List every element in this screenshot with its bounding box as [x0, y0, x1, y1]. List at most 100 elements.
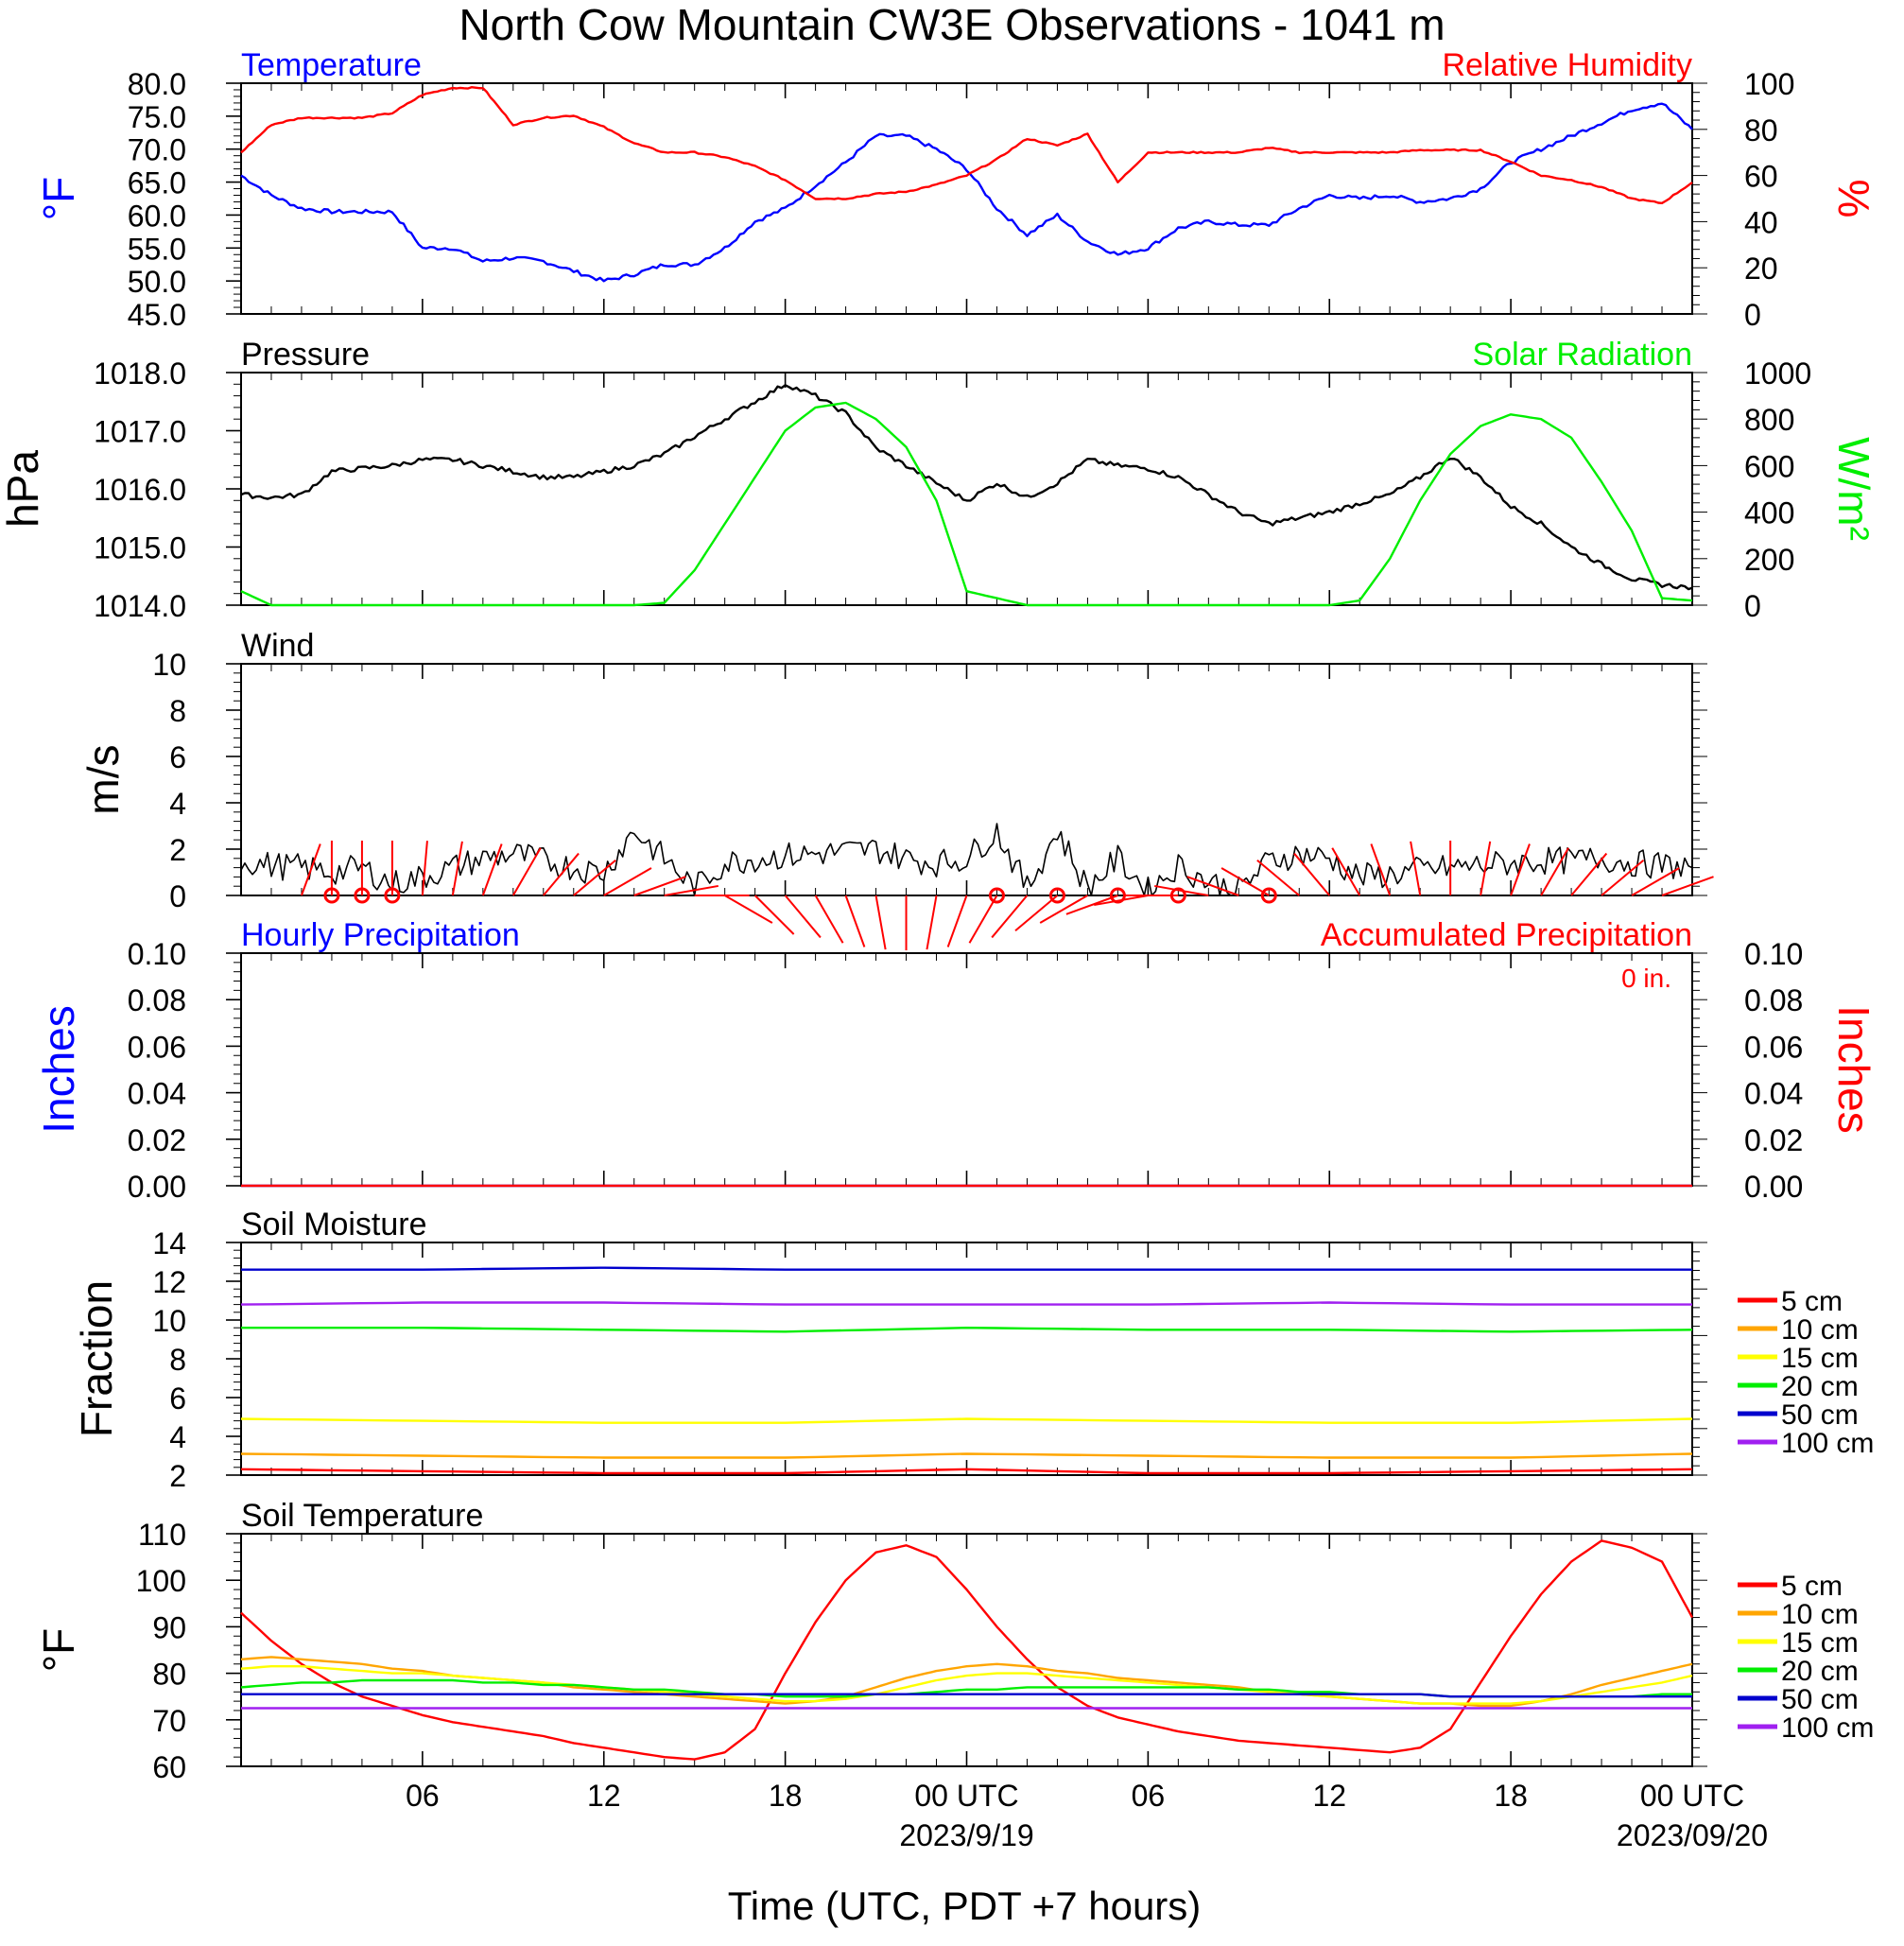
y-tick-label-right: 0	[1744, 298, 1761, 332]
panel-title-right: Relative Humidity	[1442, 47, 1692, 83]
wind-barb	[1601, 859, 1645, 896]
wind-barb	[991, 895, 1029, 939]
legend-label: 15 cm	[1781, 1343, 1859, 1374]
wind-barb	[1014, 895, 1059, 932]
legend-label: 50 cm	[1781, 1684, 1859, 1715]
y-tick-label-left: 1014.0	[94, 589, 186, 623]
series-line-50-cm	[241, 1266, 1692, 1271]
y-tick-label-left: 6	[169, 1381, 186, 1416]
wind-barb	[603, 867, 652, 896]
y-tick-label-right: 0.10	[1744, 937, 1803, 971]
y-tick-label-left: 4	[169, 1420, 186, 1454]
x-tick-label: 00 UTC	[914, 1779, 1018, 1813]
y-tick-label-left: 10	[152, 648, 186, 682]
y-axis-title-left: °F	[34, 177, 83, 221]
x-tick-label: 18	[769, 1779, 803, 1813]
panel-wind: 0 2 4 6 8 10 Wind m/s	[78, 628, 1714, 950]
series-line-5-cm	[240, 1539, 1694, 1761]
y-tick-label-left: 80	[152, 1658, 186, 1692]
series-line-10-cm	[240, 1452, 1693, 1459]
wind-barb	[1480, 841, 1492, 896]
wind-barb	[1661, 876, 1714, 896]
y-tick-label-left: 60.0	[128, 199, 186, 233]
y-tick-label-right: 600	[1744, 449, 1794, 483]
wind-barb	[1410, 841, 1422, 896]
wind-barb	[1570, 852, 1608, 896]
wind-barb	[926, 895, 938, 950]
wind-barb	[543, 852, 580, 896]
y-axis-title-left: hPa	[0, 450, 47, 528]
y-tick-label-left: 110	[138, 1518, 186, 1552]
y-tick-label-left: 8	[169, 1343, 186, 1377]
panel-title-right: Solar Radiation	[1473, 337, 1692, 373]
y-tick-label-right: 0.06	[1744, 1030, 1803, 1064]
panel-title-left: Temperature	[241, 47, 422, 83]
calm-wind-marker	[1260, 887, 1277, 904]
legend-label: 100 cm	[1781, 1712, 1874, 1744]
x-tick-label: 12	[587, 1779, 621, 1813]
y-tick-label-left: 70.0	[128, 133, 186, 167]
wind-barb	[451, 841, 463, 896]
wind-barb	[633, 876, 686, 896]
wind-barb	[946, 895, 968, 947]
wind-barb	[844, 895, 866, 947]
series-line-5-cm	[240, 1468, 1693, 1475]
y-tick-label-right: 800	[1744, 403, 1794, 437]
wind-barb	[1331, 847, 1361, 896]
y-tick-label-left: 100	[136, 1564, 186, 1598]
y-tick-label-right: 20	[1744, 252, 1778, 286]
y-tick-label-right: 0.04	[1744, 1077, 1803, 1111]
wind-barb	[1220, 867, 1270, 896]
wind-barb	[784, 895, 822, 939]
y-tick-label-left: 0.06	[128, 1030, 186, 1064]
y-tick-label-left: 80.0	[128, 67, 186, 101]
y-axis-title-right: W/m²	[1829, 437, 1878, 541]
panel-pressure_solar: 1014.0 1015.0 1016.0 1017.0 1018.0 0 200 400 600…	[0, 337, 1878, 623]
legend-label: 5 cm	[1781, 1286, 1843, 1317]
wind-barb	[1186, 876, 1239, 896]
wind-barb	[1256, 859, 1300, 896]
chart-title: North Cow Mountain CW3E Observations - 1…	[459, 0, 1445, 49]
panel-title-left: Soil Temperature	[241, 1498, 483, 1534]
series-line-relative-humidity	[240, 86, 1693, 204]
legend-label: 20 cm	[1781, 1656, 1859, 1687]
y-axis-title-left: m/s	[78, 744, 128, 814]
y-tick-label-left: 1016.0	[94, 473, 186, 507]
wind-barb	[753, 895, 795, 935]
wind-barb	[664, 884, 719, 896]
wind-barb	[481, 843, 503, 896]
y-tick-label-right: 80	[1744, 113, 1778, 148]
y-tick-label-left: 90	[152, 1610, 186, 1644]
wind-barb	[1065, 895, 1118, 915]
y-tick-label-right: 0.00	[1744, 1170, 1803, 1204]
calm-wind-marker	[354, 887, 371, 904]
legend-label: 50 cm	[1781, 1399, 1859, 1431]
panel-frame	[240, 952, 1693, 1187]
series-line-100-cm	[240, 1301, 1692, 1306]
calm-wind-marker	[988, 887, 1005, 904]
calm-wind-marker	[1169, 887, 1186, 904]
wind-barb	[1540, 847, 1569, 896]
y-axis-title-left: °F	[34, 1628, 83, 1673]
panel-temp_rh: 45.050.055.060.065.070.075.080.0 0 20 40 60 8…	[34, 47, 1878, 332]
x-axis-labels: 06 12 18 00 UTC 06 12 18 00 UTC 2023/9/19 2023/09…	[406, 1779, 1768, 1852]
y-tick-label-right: 0.08	[1744, 983, 1803, 1017]
y-tick-label-left: 60	[152, 1750, 186, 1784]
y-tick-label-left: 14	[152, 1226, 186, 1260]
panels-group: 45.050.055.060.065.070.075.080.002040608…	[0, 47, 1878, 1784]
series-line-20-cm	[241, 1327, 1693, 1333]
legend-label: 15 cm	[1781, 1627, 1859, 1659]
y-tick-label-left: 45.0	[128, 298, 186, 332]
series-line-temperature	[240, 102, 1693, 283]
y-tick-label-left: 2	[169, 833, 186, 867]
x-tick-label: 06	[406, 1779, 440, 1813]
y-tick-label-right: 400	[1744, 496, 1794, 530]
panel-title-left: Hourly Precipitation	[241, 917, 520, 953]
wind-barb	[573, 859, 616, 896]
y-tick-label-left: 55.0	[128, 232, 186, 266]
panel-frame	[240, 372, 1693, 606]
